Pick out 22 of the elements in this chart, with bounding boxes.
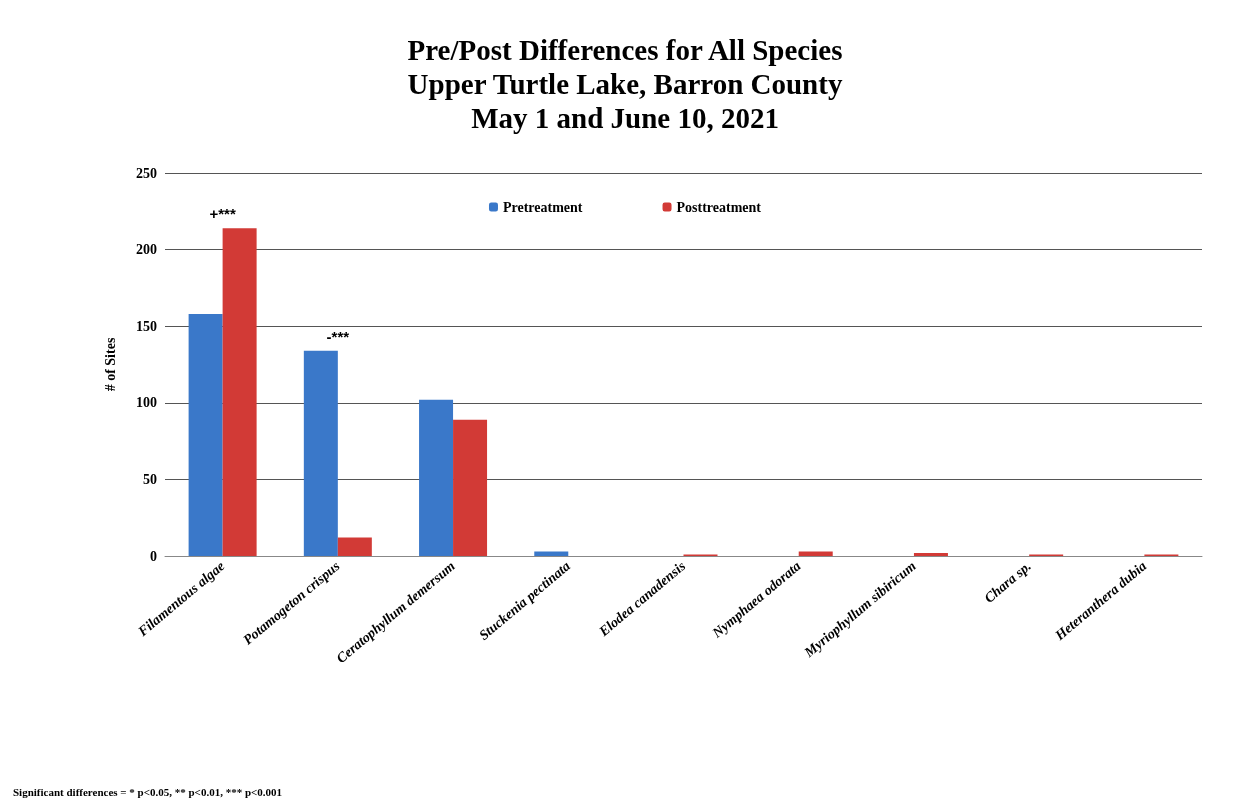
y-tick-label: 250: [136, 165, 157, 181]
bar: [222, 228, 257, 556]
legend-label: Posttreatment: [676, 199, 762, 215]
y-tick-label: 200: [136, 242, 157, 258]
bar: [913, 552, 948, 556]
annotation: -***: [326, 327, 350, 345]
bar: [419, 399, 454, 556]
bar: [453, 419, 488, 556]
y-axis-title: # of Sites: [102, 337, 118, 392]
bar: [534, 551, 569, 556]
bar: [798, 551, 833, 556]
text: Significant differences = * p<0.05, ** p<0.01, *** p<0.001: [13, 785, 283, 798]
annotation: +***: [209, 205, 236, 223]
legend-label: Pretreatment: [502, 199, 583, 215]
bar: [303, 350, 338, 556]
y-tick-label: 0: [150, 548, 157, 564]
y-tick-label: 50: [143, 471, 157, 487]
bar: [188, 313, 223, 556]
bar: [337, 537, 372, 556]
chart-title: Pre/Post Differences for All Species Upper Turtle Lake, Barron County May 1 and June 10, 2021: [407, 34, 843, 134]
y-tick-label: 150: [136, 318, 157, 334]
y-tick-label: 100: [136, 395, 157, 411]
